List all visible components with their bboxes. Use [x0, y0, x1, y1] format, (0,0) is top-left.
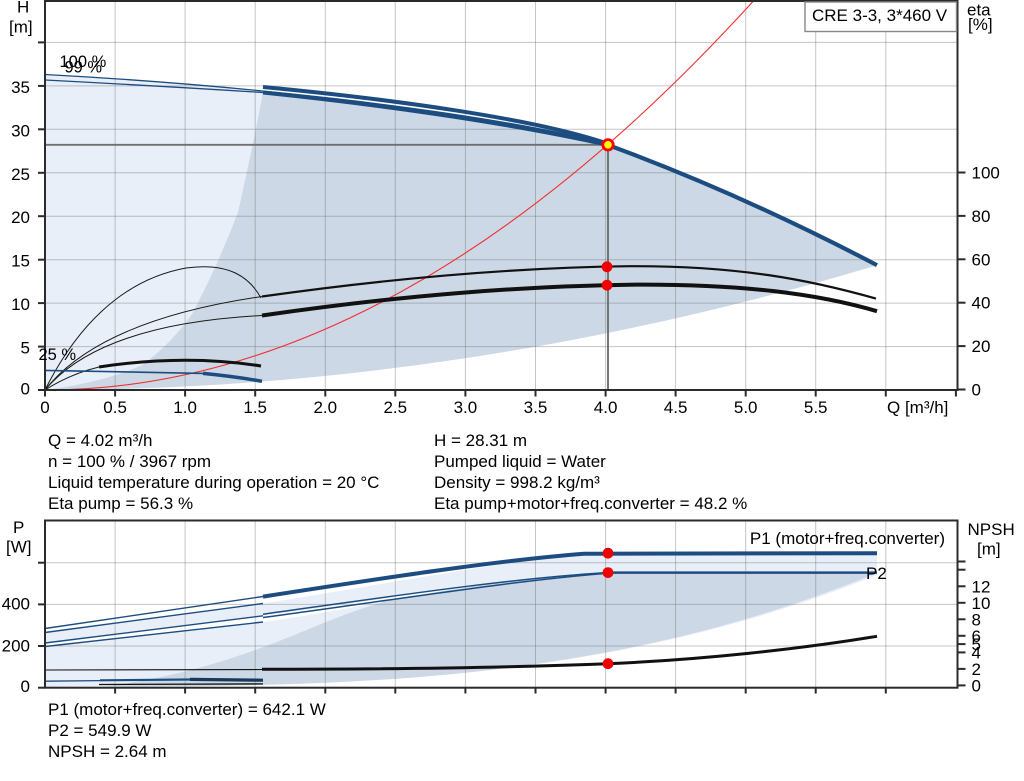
- svg-text:Q = 4.02 m³/h: Q = 4.02 m³/h: [48, 431, 152, 450]
- svg-text:80: 80: [972, 207, 991, 226]
- svg-text:[%]: [%]: [968, 15, 993, 34]
- svg-text:15: 15: [11, 252, 30, 271]
- svg-text:5.5: 5.5: [804, 398, 828, 417]
- svg-text:4.0: 4.0: [594, 398, 618, 417]
- svg-text:4.5: 4.5: [664, 398, 688, 417]
- svg-text:NPSH: NPSH: [968, 520, 1015, 539]
- svg-text:n = 100 % / 3967 rpm: n = 100 % / 3967 rpm: [48, 452, 211, 471]
- svg-text:35: 35: [11, 78, 30, 97]
- svg-text:60: 60: [972, 250, 991, 269]
- svg-text:2: 2: [972, 660, 981, 679]
- svg-text:30: 30: [11, 121, 30, 140]
- svg-text:0: 0: [21, 379, 30, 398]
- svg-text:[W]: [W]: [6, 537, 32, 556]
- svg-text:25 %: 25 %: [39, 346, 77, 364]
- svg-text:100 %: 100 %: [60, 53, 107, 71]
- svg-text:10: 10: [972, 594, 991, 613]
- svg-text:10: 10: [11, 295, 30, 314]
- svg-text:1.0: 1.0: [173, 398, 197, 417]
- svg-text:6: 6: [972, 627, 981, 646]
- svg-text:0: 0: [972, 676, 981, 695]
- svg-text:Density = 998.2 kg/m³: Density = 998.2 kg/m³: [434, 473, 600, 492]
- svg-text:0: 0: [40, 398, 49, 417]
- svg-text:Pumped liquid = Water: Pumped liquid = Water: [434, 452, 606, 471]
- svg-text:12: 12: [972, 577, 991, 596]
- svg-text:P2: P2: [866, 564, 887, 583]
- svg-text:Liquid temperature during oper: Liquid temperature during operation = 20…: [48, 473, 379, 492]
- svg-text:8: 8: [972, 610, 981, 629]
- svg-text:P: P: [13, 518, 24, 537]
- svg-text:0.5: 0.5: [103, 398, 127, 417]
- svg-text:20: 20: [11, 208, 30, 227]
- svg-text:eta: eta: [967, 0, 991, 19]
- svg-text:1.5: 1.5: [243, 398, 267, 417]
- svg-text:99 %: 99 %: [65, 58, 103, 76]
- svg-text:H = 28.31 m: H = 28.31 m: [434, 431, 527, 450]
- svg-text:2.5: 2.5: [383, 398, 407, 417]
- svg-text:20: 20: [972, 337, 991, 356]
- svg-text:200: 200: [2, 636, 30, 655]
- svg-text:CRE 3-3, 3*460 V: CRE 3-3, 3*460 V: [812, 6, 948, 25]
- svg-text:3.5: 3.5: [524, 398, 548, 417]
- svg-text:[m]: [m]: [977, 540, 1001, 559]
- svg-text:P1 (motor+freq.converter): P1 (motor+freq.converter): [750, 529, 945, 548]
- svg-text:5: 5: [21, 339, 30, 358]
- svg-text:400: 400: [2, 595, 30, 614]
- svg-text:40: 40: [972, 294, 991, 313]
- svg-text:Eta pump+motor+freq.converter: Eta pump+motor+freq.converter = 48.2 %: [434, 494, 747, 513]
- svg-text:5.0: 5.0: [734, 398, 758, 417]
- svg-text:3.0: 3.0: [454, 398, 478, 417]
- svg-text:[m]: [m]: [9, 18, 33, 37]
- svg-text:0: 0: [972, 381, 981, 400]
- svg-text:5: 5: [972, 635, 981, 654]
- svg-text:4: 4: [972, 643, 981, 662]
- svg-text:25: 25: [11, 165, 30, 184]
- svg-text:P2 = 549.9 W: P2 = 549.9 W: [48, 721, 151, 740]
- svg-text:2.0: 2.0: [313, 398, 337, 417]
- svg-text:H: H: [17, 0, 29, 17]
- svg-text:NPSH = 2.64 m: NPSH = 2.64 m: [48, 742, 167, 761]
- svg-text:P1 (motor+freq.converter) = 64: P1 (motor+freq.converter) = 642.1 W: [48, 700, 326, 719]
- svg-text:100: 100: [972, 164, 1000, 183]
- svg-text:Eta pump = 56.3 %: Eta pump = 56.3 %: [48, 494, 193, 513]
- svg-text:Q [m³/h]: Q [m³/h]: [887, 398, 948, 417]
- svg-text:0: 0: [21, 677, 30, 696]
